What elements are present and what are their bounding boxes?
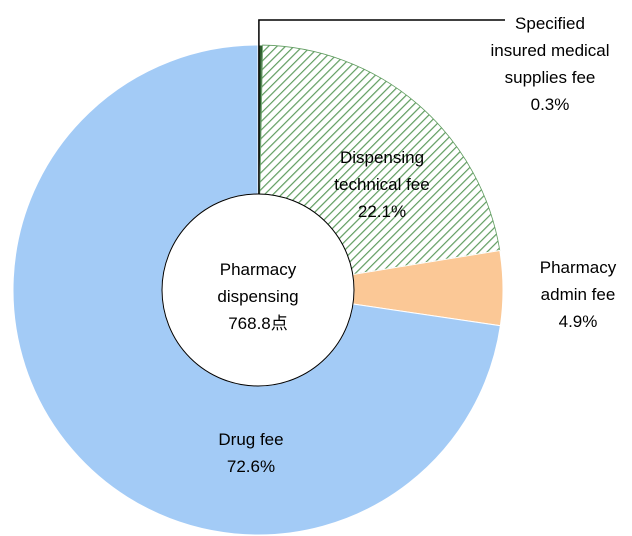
donut-hole	[161, 193, 355, 387]
label-text: Dispensing technical fee	[334, 148, 430, 194]
label-text: 22.1%	[357, 202, 407, 221]
slice-label: Dispensing technical fee 22.1%	[312, 144, 452, 225]
slice-label: Pharmacy admin fee 4.9%	[523, 254, 632, 335]
label-text: 72.6%	[226, 457, 276, 476]
slice-label: Specified insured medical supplies fee 0.…	[490, 10, 610, 118]
label-text: Pharmacy admin fee	[539, 258, 617, 304]
center-label: Pharmacy dispensing 768.8点	[183, 256, 333, 337]
label-text: Pharmacy	[219, 260, 297, 279]
label-text: 768.8点	[228, 314, 288, 333]
label-text: 0.3%	[530, 95, 570, 114]
label-text: Drug fee	[218, 430, 284, 449]
label-text: 4.9%	[558, 312, 598, 331]
leader-line	[258, 19, 505, 195]
label-text: Specified insured medical supplies fee	[490, 14, 610, 87]
label-text: dispensing	[217, 287, 299, 306]
slice-label: Drug fee 72.6%	[206, 426, 296, 480]
